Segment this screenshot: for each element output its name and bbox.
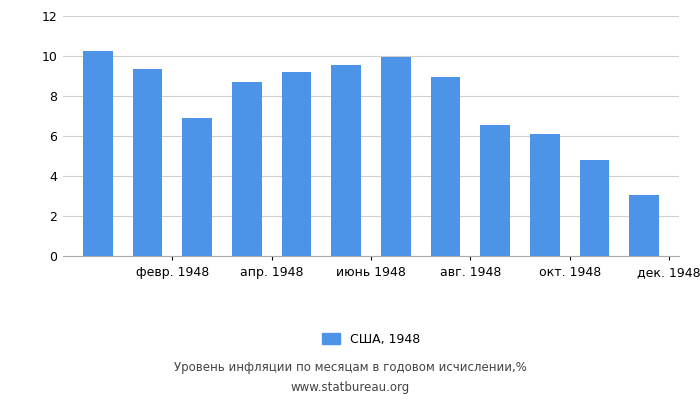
Text: Уровень инфляции по месяцам в годовом исчислении,%: Уровень инфляции по месяцам в годовом ис… xyxy=(174,362,526,374)
Bar xyxy=(331,65,361,256)
Bar xyxy=(480,125,510,256)
Bar xyxy=(232,82,262,256)
Bar xyxy=(182,118,212,256)
Bar xyxy=(430,77,461,256)
Bar xyxy=(530,134,560,256)
Bar xyxy=(381,57,411,256)
Bar xyxy=(281,72,312,256)
Bar xyxy=(132,69,162,256)
Bar xyxy=(629,195,659,256)
Text: www.statbureau.org: www.statbureau.org xyxy=(290,382,410,394)
Bar xyxy=(83,51,113,256)
Legend: США, 1948: США, 1948 xyxy=(316,328,426,350)
Bar xyxy=(580,160,610,256)
